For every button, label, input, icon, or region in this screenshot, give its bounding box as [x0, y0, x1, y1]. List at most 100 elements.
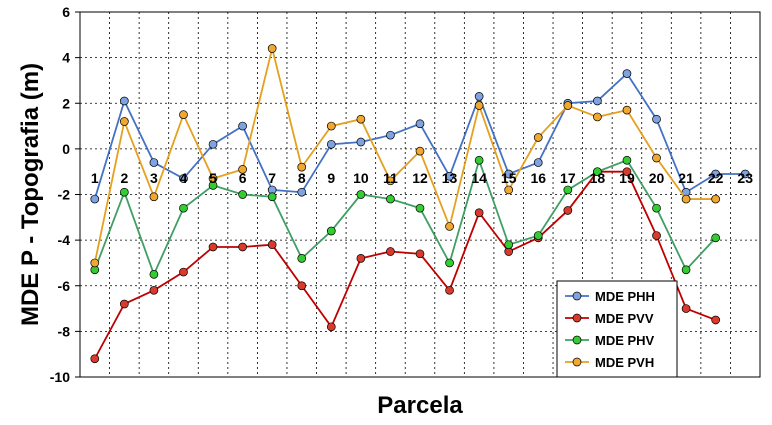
- data-point: [593, 96, 602, 106]
- data-point: [149, 269, 159, 279]
- data-point: [593, 167, 602, 177]
- x-category-label: 4: [180, 170, 188, 186]
- data-point: [208, 174, 218, 183]
- data-point: [652, 114, 661, 124]
- data-point: [386, 130, 395, 140]
- legend-item: MDE PHV: [565, 333, 655, 348]
- data-point: [504, 240, 514, 250]
- x-category-label: 9: [327, 170, 335, 186]
- data-point: [238, 165, 247, 174]
- y-tick-label: -2: [58, 187, 71, 203]
- data-point: [563, 206, 573, 215]
- data-point: [622, 69, 632, 78]
- y-tick-label: 6: [62, 4, 70, 20]
- x-category-label: 13: [442, 170, 458, 186]
- data-point: [681, 194, 691, 204]
- data-point: [149, 285, 159, 295]
- data-point: [326, 121, 336, 131]
- series-layer: [90, 44, 750, 364]
- data-point: [208, 242, 218, 252]
- data-point: [622, 167, 632, 177]
- data-point: [652, 231, 661, 240]
- data-point: [386, 194, 395, 204]
- x-category-label: 2: [120, 170, 128, 186]
- x-category-label: 6: [239, 170, 247, 186]
- data-point: [711, 194, 721, 204]
- x-category-label: 3: [150, 170, 158, 186]
- y-tick-label: -6: [58, 278, 71, 294]
- data-point: [474, 92, 484, 101]
- data-point: [238, 242, 247, 252]
- data-point: [415, 249, 425, 259]
- data-point: [386, 176, 395, 186]
- y-tick-labels: -10 -8 -6 -4 -2 0 2 4 6: [50, 4, 80, 385]
- series-mde-phv: [90, 155, 721, 279]
- data-point: [90, 258, 100, 268]
- y-tick-label: 0: [62, 141, 70, 157]
- legend-swatch-marker: [572, 357, 582, 367]
- plot-frame: [79, 11, 761, 378]
- data-point: [267, 44, 277, 53]
- data-point: [119, 299, 129, 309]
- series-line: [93, 170, 716, 360]
- data-point: [356, 114, 366, 124]
- data-point: [533, 158, 543, 167]
- x-category-label: 19: [619, 170, 635, 186]
- data-point: [267, 192, 277, 202]
- legend-swatch-marker: [572, 313, 582, 323]
- data-point: [238, 121, 247, 131]
- y-tick-label: -8: [58, 323, 71, 339]
- data-point: [149, 158, 159, 167]
- x-category-label: 23: [737, 170, 753, 186]
- series-mde-pvh: [90, 44, 721, 268]
- data-point: [415, 203, 425, 213]
- x-category-label: 14: [471, 170, 487, 186]
- data-point: [711, 315, 721, 325]
- data-point: [504, 169, 514, 179]
- x-category-label: 8: [298, 170, 306, 186]
- data-point: [356, 190, 366, 199]
- x-category-label: 17: [560, 170, 576, 186]
- data-point: [179, 203, 188, 213]
- data-point: [474, 101, 484, 110]
- x-category-label: 18: [590, 170, 606, 186]
- data-point: [386, 247, 395, 256]
- y-tick-label: -10: [50, 369, 70, 385]
- x-axis-title: Parcela: [377, 392, 463, 419]
- data-point: [356, 254, 366, 263]
- legend: MDE PHH MDE PVV MDE PHV MDE PVH: [556, 280, 678, 378]
- y-tick-label: 4: [62, 50, 70, 66]
- data-point: [445, 258, 454, 268]
- x-category-label: 16: [530, 170, 546, 186]
- data-point: [504, 185, 514, 195]
- data-point: [179, 267, 188, 277]
- legend-label: MDE PVV: [595, 311, 654, 326]
- x-category-label: 10: [353, 170, 369, 186]
- data-point: [297, 187, 307, 197]
- data-point: [445, 222, 454, 231]
- y-axis-title: MDE P - Topografia (m): [17, 63, 44, 326]
- data-point: [415, 146, 425, 156]
- x-category-label: 20: [649, 170, 665, 186]
- data-point: [474, 155, 484, 165]
- data-point: [297, 254, 307, 263]
- legend-swatch-marker: [572, 291, 582, 301]
- data-point: [267, 240, 277, 250]
- data-point: [711, 169, 721, 179]
- data-point: [208, 139, 218, 149]
- data-point: [119, 96, 129, 106]
- data-point: [238, 190, 247, 199]
- data-point: [711, 233, 721, 243]
- data-point: [326, 322, 336, 332]
- data-point: [622, 155, 632, 165]
- data-point: [149, 192, 159, 202]
- data-point: [563, 185, 573, 195]
- data-point: [445, 285, 454, 295]
- category-labels: 1 2 3 4 5 6 7 8 9 10 11 12 13 14 15 16 17 18 19 20 21 22 23: [91, 170, 753, 186]
- data-point: [90, 354, 100, 364]
- data-point: [533, 231, 543, 240]
- series-line: [93, 157, 717, 277]
- x-category-label: 15: [501, 170, 517, 186]
- data-point: [681, 304, 691, 313]
